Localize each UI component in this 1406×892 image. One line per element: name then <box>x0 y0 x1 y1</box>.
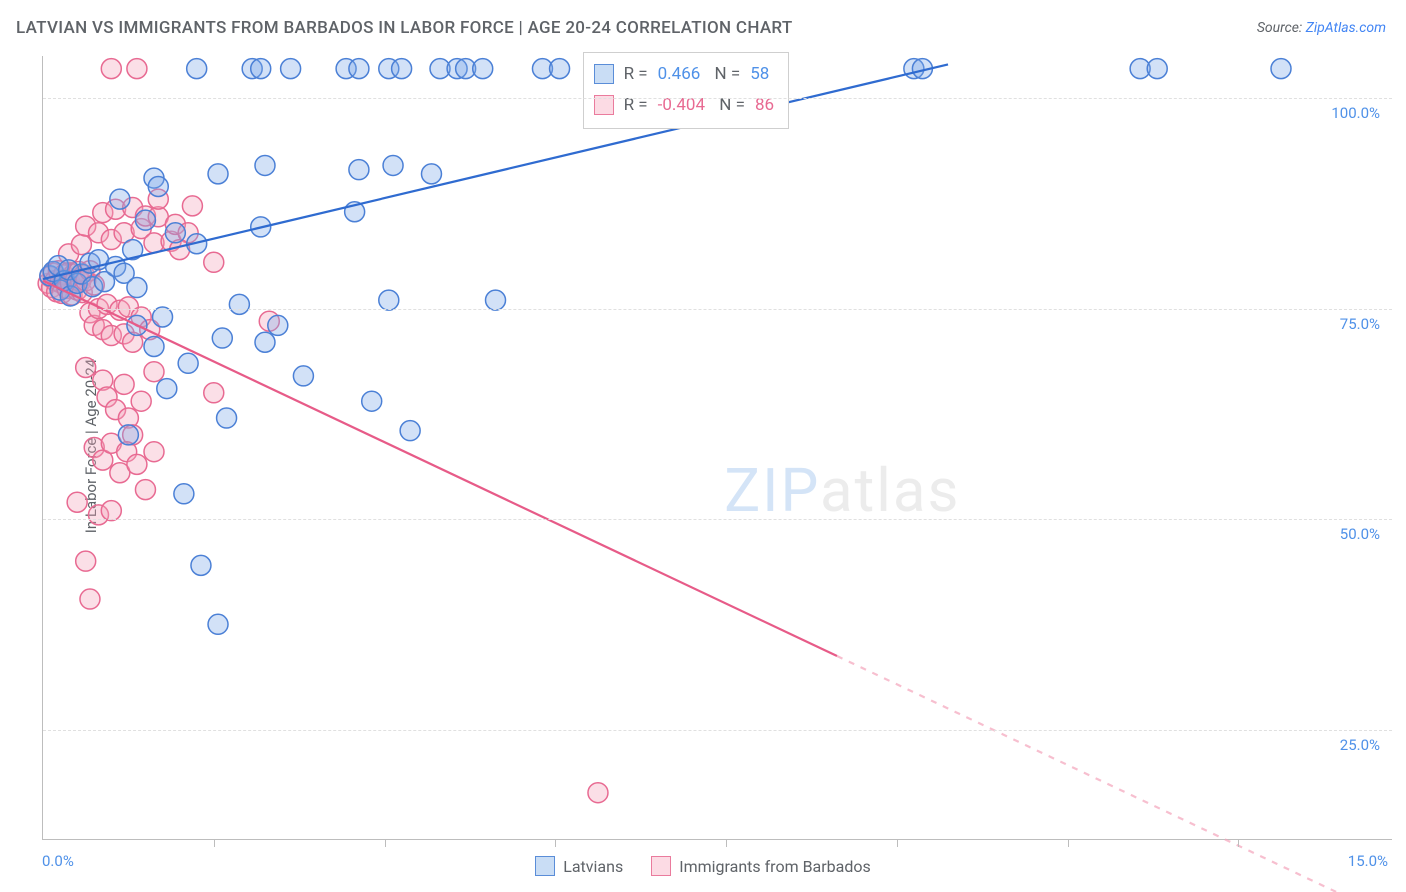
scatter-point <box>383 155 403 175</box>
y-tick-label: 50.0% <box>1340 525 1380 543</box>
y-tick-label: 75.0% <box>1340 315 1380 333</box>
scatter-point <box>392 59 412 79</box>
scatter-point <box>174 484 194 504</box>
x-tick <box>385 839 386 847</box>
scatter-point <box>114 374 134 394</box>
scatter-point <box>148 177 168 197</box>
scatter-point <box>588 783 608 803</box>
x-tick <box>1238 839 1239 847</box>
scatter-point <box>127 454 147 474</box>
scatter-point <box>208 164 228 184</box>
legend-label-pink: Immigrants from Barbados <box>679 857 871 876</box>
scatter-point <box>349 59 369 79</box>
scatter-point <box>191 555 211 575</box>
source-link[interactable]: ZipAtlas.com <box>1306 20 1386 36</box>
chart-title: LATVIAN VS IMMIGRANTS FROM BARBADOS IN L… <box>16 18 793 38</box>
r-label: R = <box>624 90 648 121</box>
legend-swatch-pink <box>651 856 671 876</box>
scatter-point <box>135 480 155 500</box>
header: LATVIAN VS IMMIGRANTS FROM BARBADOS IN L… <box>0 0 1406 46</box>
legend-swatch-blue <box>535 856 555 876</box>
legend-label-blue: Latvians <box>563 857 623 876</box>
n-label: N = <box>710 59 740 90</box>
x-tick <box>1068 839 1069 847</box>
x-tick <box>726 839 727 847</box>
scatter-point <box>212 328 232 348</box>
regression-line <box>43 64 948 279</box>
scatter-point <box>1271 59 1291 79</box>
scatter-point <box>76 551 96 571</box>
chart-page: LATVIAN VS IMMIGRANTS FROM BARBADOS IN L… <box>0 0 1406 892</box>
scatter-point <box>204 383 224 403</box>
correlation-row-pink: R = -0.404 N = 86 <box>594 90 774 121</box>
scatter-point <box>165 223 185 243</box>
scatter-point <box>349 160 369 180</box>
source-text: Source: ZipAtlas.com <box>1257 20 1386 36</box>
scatter-point <box>400 421 420 441</box>
scatter-point <box>255 332 275 352</box>
scatter-point <box>362 391 382 411</box>
source-prefix: Source: <box>1257 20 1306 36</box>
scatter-point <box>379 290 399 310</box>
scatter-point <box>229 294 249 314</box>
scatter-point <box>144 442 164 462</box>
x-tick <box>214 839 215 847</box>
scatter-point <box>144 336 164 356</box>
scatter-point <box>255 155 275 175</box>
scatter-point <box>251 59 271 79</box>
n-label: N = <box>715 90 745 121</box>
scatter-point <box>217 408 237 428</box>
legend-item-pink: Immigrants from Barbados <box>651 856 871 876</box>
scatter-point <box>135 210 155 230</box>
plot-area: ZIPatlas R = 0.466 N = 58 R = -0.404 N =… <box>42 56 1392 840</box>
scatter-point <box>187 59 207 79</box>
r-value-blue: 0.466 <box>658 59 701 90</box>
scatter-point <box>101 59 121 79</box>
scatter-point <box>67 492 87 512</box>
scatter-point <box>118 425 138 445</box>
scatter-point <box>204 252 224 272</box>
r-value-pink: -0.404 <box>658 90 705 121</box>
scatter-point <box>76 358 96 378</box>
scatter-point <box>131 391 151 411</box>
scatter-point <box>421 164 441 184</box>
scatter-point <box>473 59 493 79</box>
scatter-point <box>293 366 313 386</box>
correlation-box: R = 0.466 N = 58 R = -0.404 N = 86 <box>583 52 789 129</box>
scatter-point <box>486 290 506 310</box>
scatter-point <box>208 614 228 634</box>
regression-line <box>43 281 837 656</box>
y-tick-label: 100.0% <box>1331 104 1380 122</box>
x-tick <box>555 839 556 847</box>
swatch-blue <box>594 64 614 84</box>
n-value-blue: 58 <box>750 59 769 90</box>
legend: Latvians Immigrants from Barbados <box>0 856 1406 876</box>
scatter-point <box>1147 59 1167 79</box>
scatter-point <box>110 189 130 209</box>
scatter-point <box>153 307 173 327</box>
scatter-point <box>127 278 147 298</box>
scatter-point <box>144 362 164 382</box>
scatter-point <box>71 235 91 255</box>
n-value-pink: 86 <box>755 90 774 121</box>
scatter-point <box>80 589 100 609</box>
y-tick-label: 25.0% <box>1340 736 1380 754</box>
chart-svg <box>43 56 1392 839</box>
correlation-row-blue: R = 0.466 N = 58 <box>594 59 774 90</box>
scatter-point <box>157 379 177 399</box>
scatter-point <box>550 59 570 79</box>
scatter-point <box>268 315 288 335</box>
legend-item-blue: Latvians <box>535 856 623 876</box>
scatter-point <box>101 501 121 521</box>
x-tick <box>897 839 898 847</box>
scatter-point <box>281 59 301 79</box>
r-label: R = <box>624 59 648 90</box>
scatter-point <box>182 196 202 216</box>
scatter-point <box>178 353 198 373</box>
scatter-point <box>127 59 147 79</box>
